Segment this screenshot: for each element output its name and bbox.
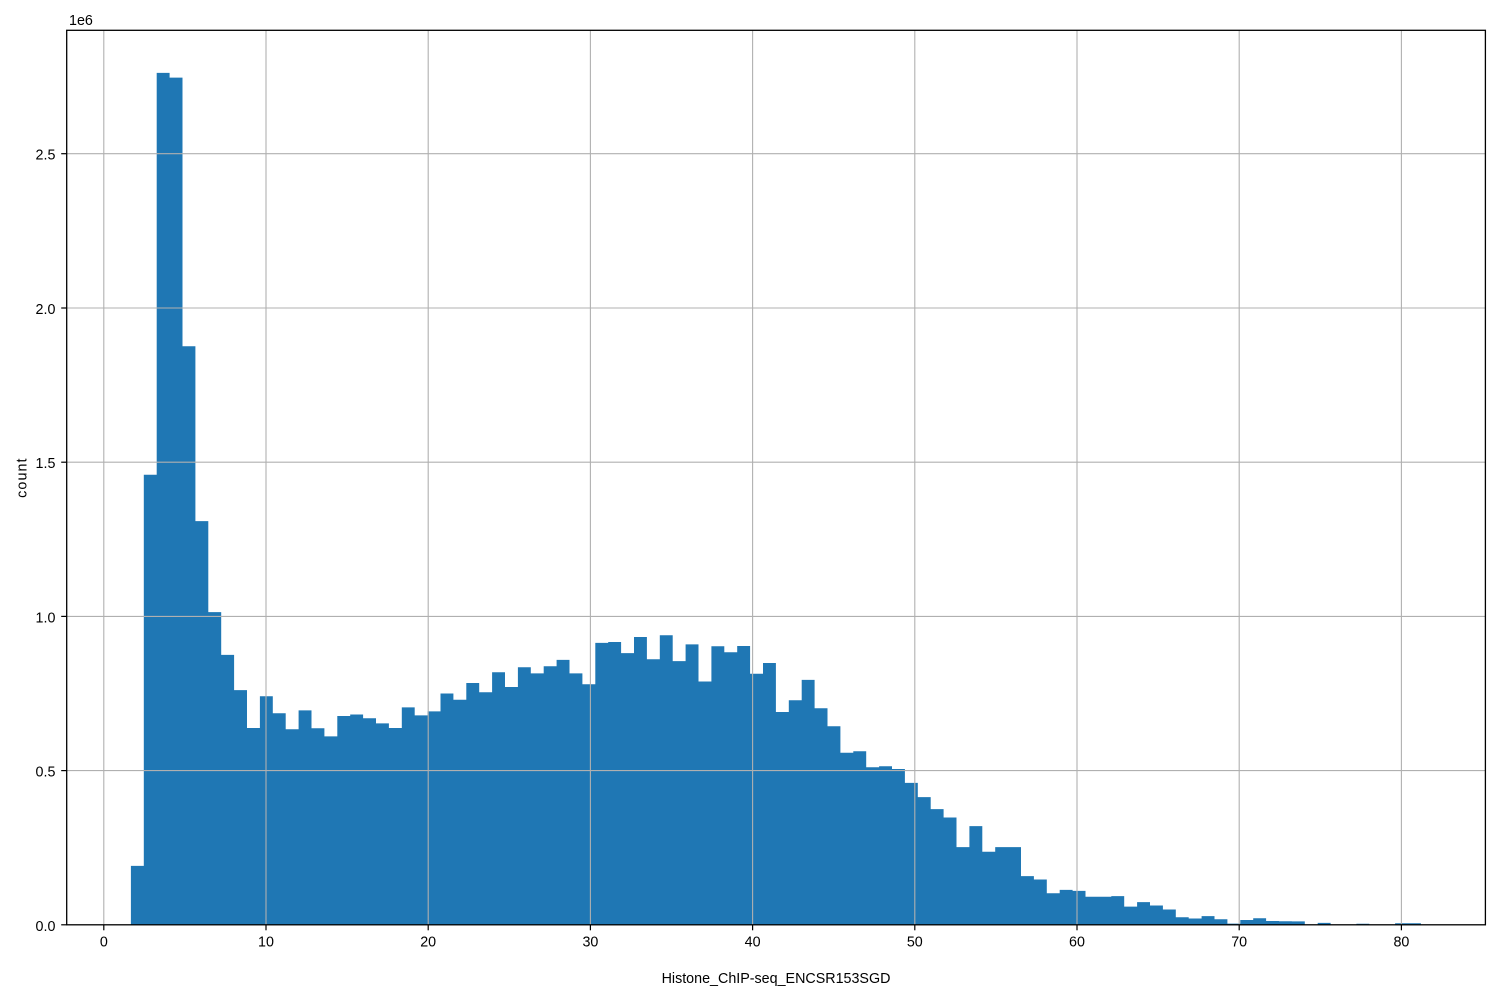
svg-text:20: 20 <box>420 934 436 950</box>
svg-text:1.5: 1.5 <box>36 456 56 472</box>
svg-text:30: 30 <box>582 934 598 950</box>
svg-text:0.5: 0.5 <box>36 765 56 781</box>
svg-text:1.0: 1.0 <box>36 610 56 626</box>
svg-text:70: 70 <box>1231 934 1247 950</box>
svg-text:0.0: 0.0 <box>36 919 56 935</box>
svg-text:1e6: 1e6 <box>69 13 93 29</box>
svg-text:10: 10 <box>258 934 274 950</box>
svg-text:40: 40 <box>745 934 761 950</box>
svg-text:60: 60 <box>1069 934 1085 950</box>
svg-text:Histone_ChIP-seq_ENCSR153SGD: Histone_ChIP-seq_ENCSR153SGD <box>662 971 891 987</box>
svg-text:count: count <box>15 457 31 497</box>
svg-text:2.5: 2.5 <box>36 148 56 164</box>
svg-text:2.0: 2.0 <box>36 302 56 318</box>
svg-text:50: 50 <box>907 934 923 950</box>
svg-text:0: 0 <box>100 934 108 950</box>
svg-text:80: 80 <box>1393 934 1409 950</box>
